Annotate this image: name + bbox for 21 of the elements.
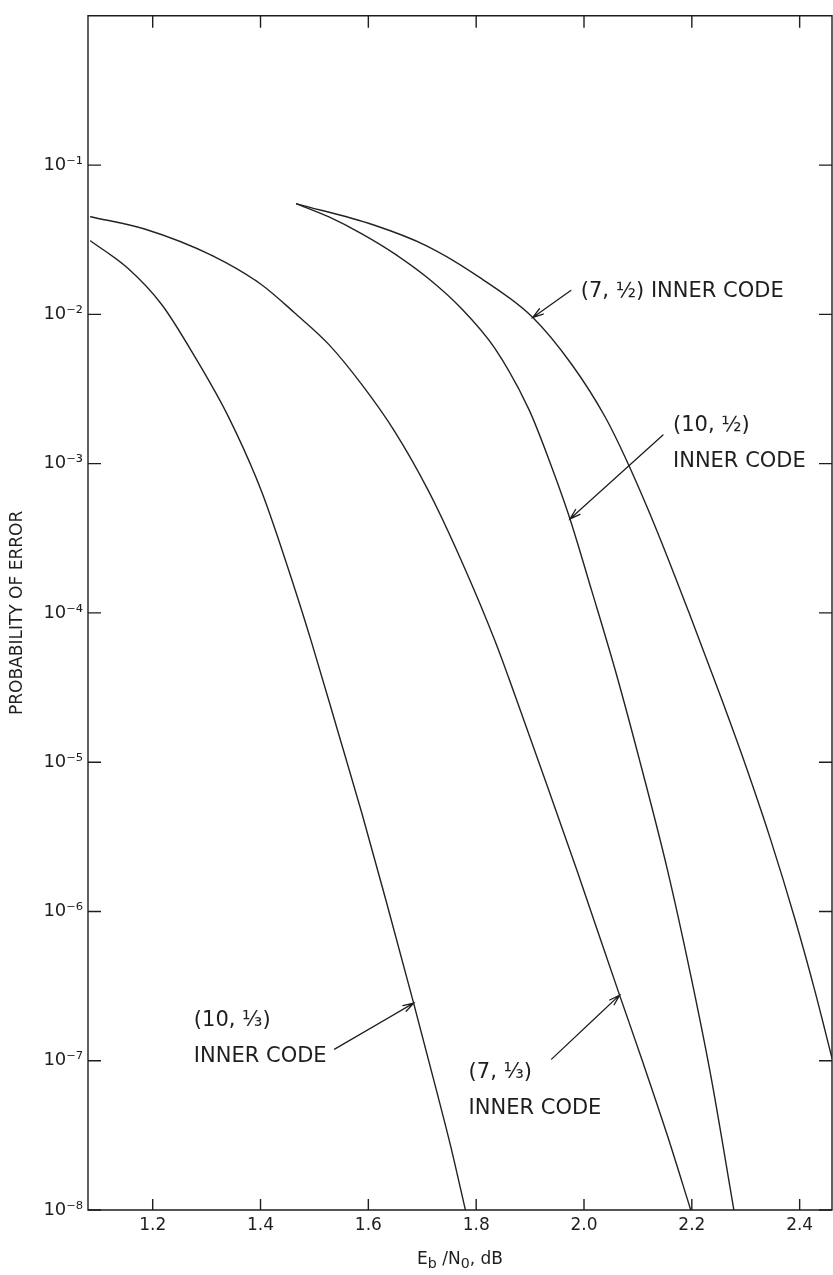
x-tick-label: 1.4 — [247, 1213, 275, 1234]
annotation: (10, ⅓) INNER CODE — [193, 1006, 327, 1067]
x-tick-label: 1.8 — [462, 1213, 490, 1234]
y-tick-label: 10⁻⁴ — [43, 600, 83, 622]
y-axis-title: PROBABILITY OF ERROR — [5, 510, 26, 715]
annotation: (7, ½) INNER CODE — [580, 277, 784, 302]
x-tick-label: 2.0 — [570, 1213, 598, 1234]
x-tick-label: 1.6 — [354, 1213, 382, 1234]
x-tick-label: 2.2 — [678, 1213, 706, 1234]
x-tick-label: 1.2 — [139, 1213, 167, 1234]
x-axis-title: E$_{b}$ /N$_{0}$, dB — [416, 1248, 504, 1274]
x-tick-label: 2.4 — [786, 1213, 814, 1234]
y-tick-label: 10⁻⁷ — [43, 1048, 83, 1070]
y-tick-label: 10⁻⁶ — [43, 899, 83, 921]
y-tick-label: 10⁻³ — [43, 451, 83, 473]
y-tick-label: 10⁻¹ — [43, 152, 83, 174]
annotation: (10, ½) INNER CODE — [672, 412, 806, 473]
y-tick-label: 10⁻⁸ — [43, 1197, 83, 1219]
y-tick-label: 10⁻⁵ — [43, 749, 83, 771]
y-tick-label: 10⁻² — [43, 302, 83, 324]
annotation: (7, ⅓) INNER CODE — [468, 1058, 602, 1119]
